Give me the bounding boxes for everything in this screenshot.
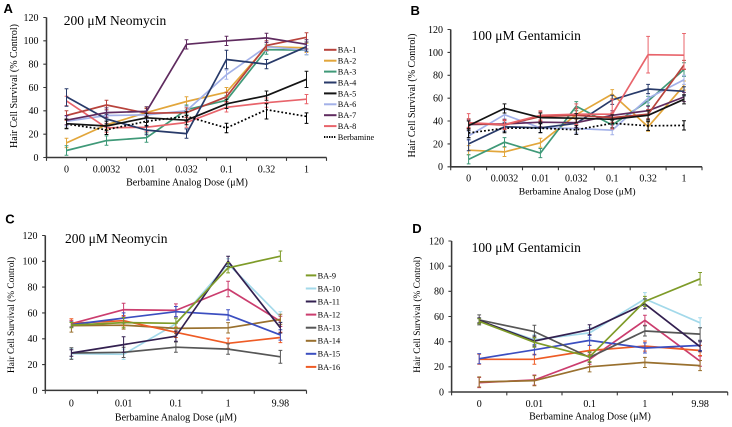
svg-text:1: 1 [682, 174, 687, 185]
svg-text:0.01: 0.01 [138, 165, 156, 176]
svg-text:0: 0 [69, 398, 74, 409]
svg-text:40: 40 [29, 106, 39, 117]
svg-text:80: 80 [433, 71, 443, 82]
svg-text:Berbamine Analog Dose (μM): Berbamine Analog Dose (μM) [529, 412, 651, 423]
svg-text:0.032: 0.032 [175, 165, 198, 176]
svg-text:Berbamine Analog Dose (μM): Berbamine Analog Dose (μM) [519, 186, 636, 197]
svg-text:0: 0 [439, 387, 444, 398]
svg-text:100: 100 [23, 257, 38, 268]
svg-text:60: 60 [28, 308, 38, 319]
svg-text:BA-6: BA-6 [338, 100, 356, 109]
svg-text:0: 0 [64, 165, 69, 176]
svg-text:0.01: 0.01 [532, 174, 550, 185]
svg-text:B: B [411, 3, 420, 18]
svg-text:0.1: 0.1 [170, 398, 183, 409]
svg-text:BA-1: BA-1 [338, 46, 356, 55]
svg-text:BA-7: BA-7 [338, 111, 356, 120]
svg-text:0: 0 [33, 386, 38, 397]
svg-text:0.0032: 0.0032 [93, 165, 121, 176]
svg-text:200 μM Neomycin: 200 μM Neomycin [64, 13, 167, 28]
svg-text:120: 120 [429, 236, 444, 247]
svg-text:A: A [4, 1, 14, 16]
svg-text:BA-9: BA-9 [318, 271, 336, 280]
svg-text:100: 100 [428, 48, 443, 59]
svg-text:100 μM Gentamicin: 100 μM Gentamicin [472, 240, 581, 255]
svg-text:Hair Cell Survival (% Control): Hair Cell Survival (% Control) [9, 24, 20, 148]
svg-text:C: C [5, 212, 15, 227]
svg-text:100: 100 [24, 36, 39, 47]
svg-text:BA-3: BA-3 [338, 68, 356, 77]
svg-text:Hair Cell Survival (% Control): Hair Cell Survival (% Control) [412, 257, 423, 373]
svg-text:BA-14: BA-14 [318, 337, 341, 346]
svg-text:1: 1 [226, 398, 231, 409]
svg-text:40: 40 [433, 116, 443, 127]
svg-text:80: 80 [29, 60, 39, 71]
svg-text:9.98: 9.98 [272, 398, 290, 409]
svg-text:0: 0 [466, 174, 471, 185]
svg-text:0.1: 0.1 [606, 174, 619, 185]
svg-text:20: 20 [28, 360, 38, 371]
svg-text:100: 100 [429, 262, 444, 273]
svg-text:0.1: 0.1 [583, 399, 596, 410]
svg-text:0: 0 [438, 162, 443, 173]
svg-text:BA-11: BA-11 [318, 297, 340, 306]
svg-text:60: 60 [433, 94, 443, 105]
svg-text:Berbamine: Berbamine [338, 133, 375, 142]
svg-text:BA-10: BA-10 [318, 284, 341, 293]
svg-text:BA-15: BA-15 [318, 350, 341, 359]
svg-text:0: 0 [34, 153, 39, 164]
svg-text:Hair Cell Survival (% Control): Hair Cell Survival (% Control) [6, 257, 17, 373]
svg-text:0: 0 [477, 399, 482, 410]
svg-text:20: 20 [433, 139, 443, 150]
svg-text:0.32: 0.32 [258, 165, 276, 176]
svg-text:BA-2: BA-2 [338, 57, 356, 66]
svg-text:20: 20 [29, 130, 39, 141]
svg-text:0.1: 0.1 [220, 165, 233, 176]
svg-text:120: 120 [24, 13, 39, 24]
svg-text:40: 40 [28, 334, 38, 345]
svg-text:9.98: 9.98 [691, 399, 709, 410]
svg-text:D: D [412, 221, 421, 236]
svg-text:80: 80 [28, 283, 38, 294]
svg-text:0.0032: 0.0032 [491, 174, 519, 185]
svg-text:Berbamine Analog Dose (μM): Berbamine Analog Dose (μM) [115, 412, 237, 423]
svg-text:Hair Cell Survival (% Control): Hair Cell Survival (% Control) [407, 34, 418, 158]
svg-text:0.01: 0.01 [526, 399, 544, 410]
svg-text:20: 20 [434, 362, 444, 373]
svg-text:60: 60 [29, 83, 39, 94]
svg-text:Berbamine Analog Dose (μM): Berbamine Analog Dose (μM) [126, 178, 248, 189]
svg-text:BA-13: BA-13 [318, 324, 341, 333]
svg-text:BA-12: BA-12 [318, 311, 341, 320]
svg-text:80: 80 [434, 287, 444, 298]
svg-text:120: 120 [428, 25, 443, 36]
svg-text:1: 1 [304, 165, 309, 176]
svg-text:200 μM Neomycin: 200 μM Neomycin [65, 231, 168, 246]
svg-text:0.32: 0.32 [639, 174, 657, 185]
svg-text:BA-5: BA-5 [338, 89, 356, 98]
svg-text:BA-4: BA-4 [338, 78, 357, 87]
svg-text:60: 60 [434, 312, 444, 323]
svg-text:0.032: 0.032 [565, 174, 588, 185]
svg-text:BA-8: BA-8 [338, 122, 356, 131]
svg-text:120: 120 [23, 231, 38, 242]
svg-text:100 μM Gentamicin: 100 μM Gentamicin [472, 28, 581, 43]
svg-text:0.01: 0.01 [115, 398, 133, 409]
svg-text:40: 40 [434, 337, 444, 348]
svg-text:1: 1 [642, 399, 647, 410]
svg-text:BA-16: BA-16 [318, 363, 341, 372]
